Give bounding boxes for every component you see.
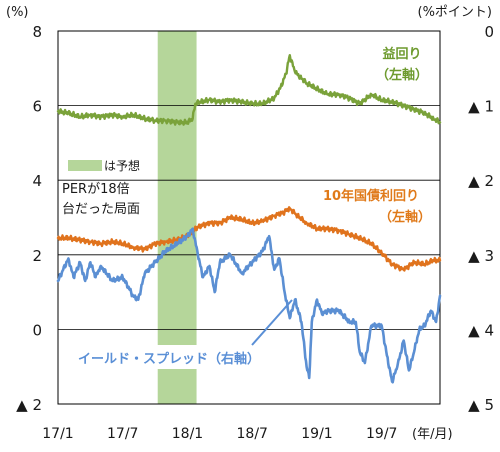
earnings-yield-label-line-2: （左軸） (376, 67, 428, 83)
right-tick-label: ▲ 2 (468, 172, 494, 190)
jgb-10y-label-line-1: 10年国債利回り (323, 188, 419, 204)
legend-forecast: は予想 (68, 158, 140, 173)
right-tick-label: ▲ 4 (468, 321, 494, 339)
jgb-10y-line (56, 206, 442, 272)
x-tick-label: 17/7 (107, 426, 138, 442)
right-tick-label: ▲ 3 (468, 247, 494, 265)
x-tick-label: 19/7 (366, 426, 397, 442)
left-tick-label: 2 (32, 247, 42, 265)
left-tick-label: 6 (32, 98, 42, 116)
x-tick-label: 18/7 (237, 426, 268, 442)
right-tick-label: ▲ 5 (468, 396, 494, 414)
per-annotation-line-2: 台だった局面 (62, 202, 140, 217)
right-axis-unit: (%ポイント) (418, 5, 493, 20)
gridlines (58, 105, 440, 330)
yield-spread-label-text: イールド・スプレッド（右軸） (78, 351, 260, 367)
axis-ticks: 8 6 4 2 0 ▲ 2 0 ▲ 1 ▲ 2 ▲ 3 ▲ 4 ▲ 5 17/1 17/7 18/1 18/7… (16, 23, 494, 442)
per-annotation-line-1: PERが18倍 (62, 182, 130, 197)
earnings-yield-line (56, 54, 442, 126)
forecast-period-shade (157, 31, 197, 404)
yield-spread-label: イールド・スプレッド（右軸） (75, 299, 301, 369)
jgb-10y-label-line-2: （左軸） (379, 209, 431, 225)
left-tick-label: ▲ 2 (16, 396, 42, 414)
x-tick-label: 17/1 (42, 426, 73, 442)
x-axis-unit: (年/月) (412, 427, 453, 442)
per-annotation: PERが18倍 台だった局面 (62, 182, 140, 217)
x-tick-label: 19/1 (301, 426, 332, 442)
right-tick-label: 0 (484, 23, 494, 41)
left-axis-unit: (%) (6, 5, 29, 20)
yield-spread-pointer (251, 299, 293, 346)
forecast-shading-layer (157, 31, 197, 404)
left-tick-label: 0 (32, 321, 42, 339)
legend-forecast-swatch (68, 160, 102, 171)
yield-spread-label-bg (75, 345, 301, 369)
plot-frame (57, 30, 441, 405)
left-tick-label: 8 (32, 23, 42, 41)
series-lines (56, 54, 442, 384)
right-tick-label: ▲ 1 (468, 98, 494, 116)
yield-spread-line (56, 227, 442, 384)
x-tick-label: 18/1 (172, 426, 203, 442)
earnings-yield-label-line-1: 益回り (382, 46, 421, 62)
jgb-10y-label: 10年国債利回り （左軸） (323, 188, 431, 225)
legend-forecast-label: は予想 (104, 158, 140, 173)
left-tick-label: 4 (32, 172, 42, 190)
earnings-yield-label: 益回り （左軸） (376, 46, 428, 83)
